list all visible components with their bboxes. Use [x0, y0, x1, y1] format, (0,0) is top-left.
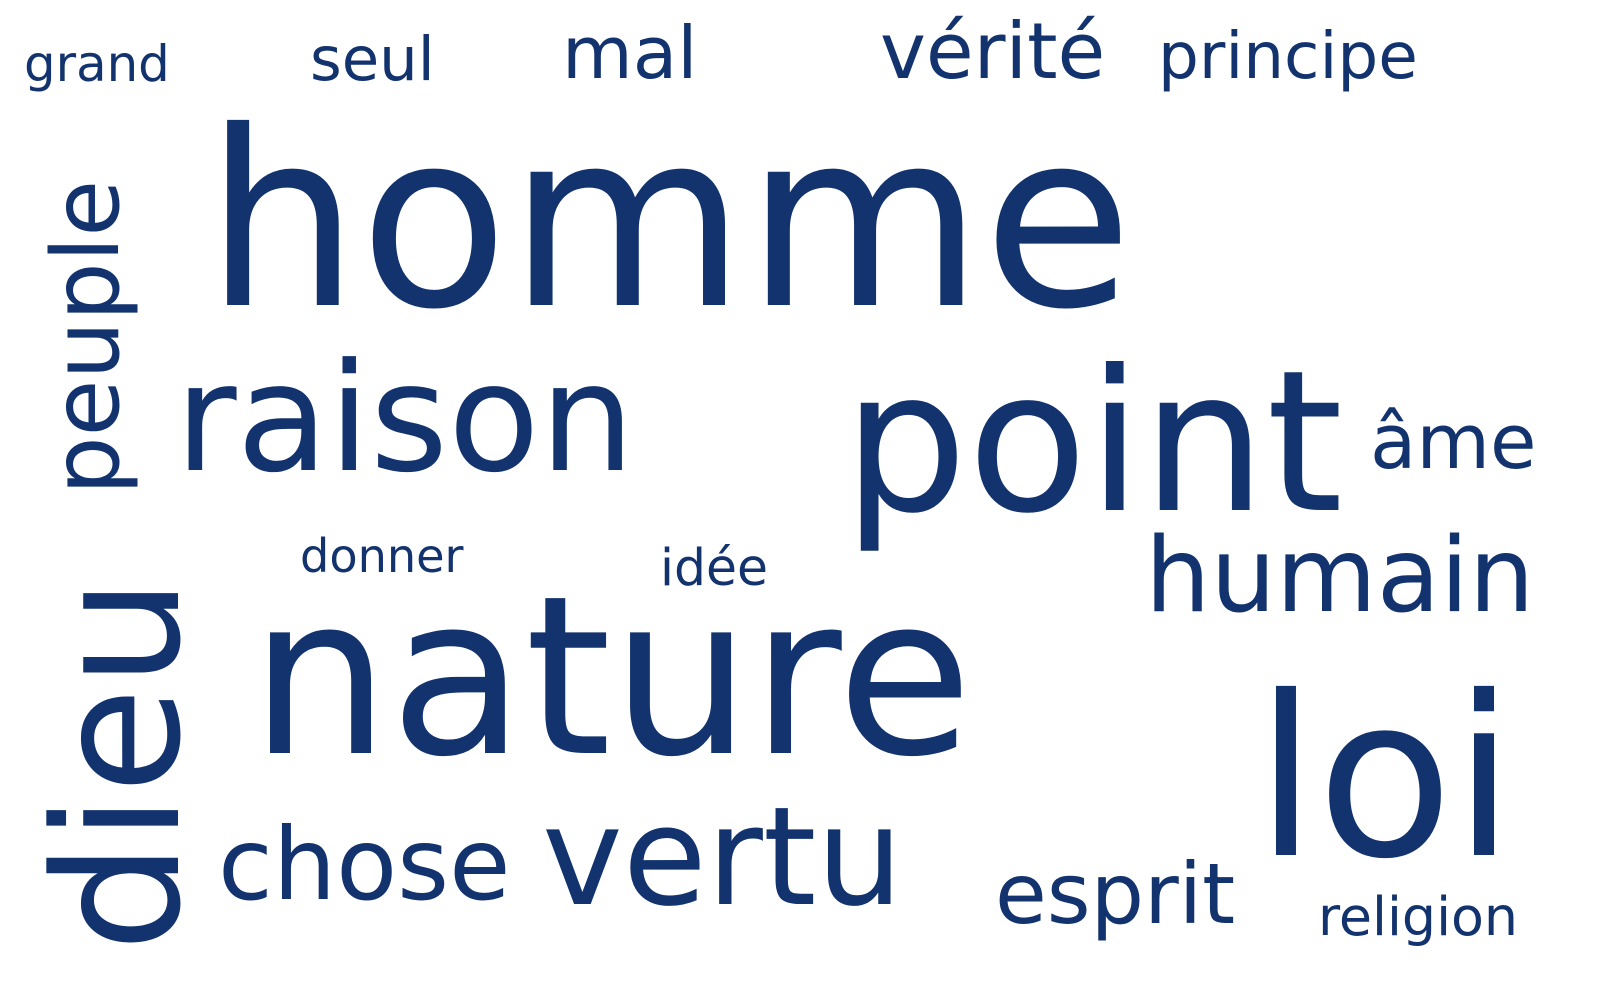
- word-peuple: peuple: [32, 179, 140, 495]
- word-esprit: esprit: [995, 845, 1236, 943]
- word-verite: vérité: [880, 7, 1106, 97]
- word-seul: seul: [310, 24, 435, 95]
- word-dieu: dieu: [17, 577, 219, 952]
- word-chose: chose: [218, 806, 511, 923]
- word-loi: loi: [1255, 649, 1515, 908]
- word-religion: religion: [1318, 885, 1519, 948]
- word-raison: raison: [175, 332, 635, 506]
- word-donner: donner: [300, 529, 464, 583]
- word-principe: principe: [1158, 19, 1418, 94]
- word-idee: idée: [660, 538, 768, 597]
- word-grand: grand: [24, 35, 170, 93]
- word-mal: mal: [562, 12, 698, 96]
- word-vertu: vertu: [542, 778, 903, 937]
- word-ame: âme: [1370, 398, 1537, 486]
- word-nature: nature: [250, 549, 973, 806]
- word-humain: humain: [1145, 516, 1535, 636]
- word-point: point: [843, 329, 1344, 557]
- word-homme: homme: [205, 80, 1133, 363]
